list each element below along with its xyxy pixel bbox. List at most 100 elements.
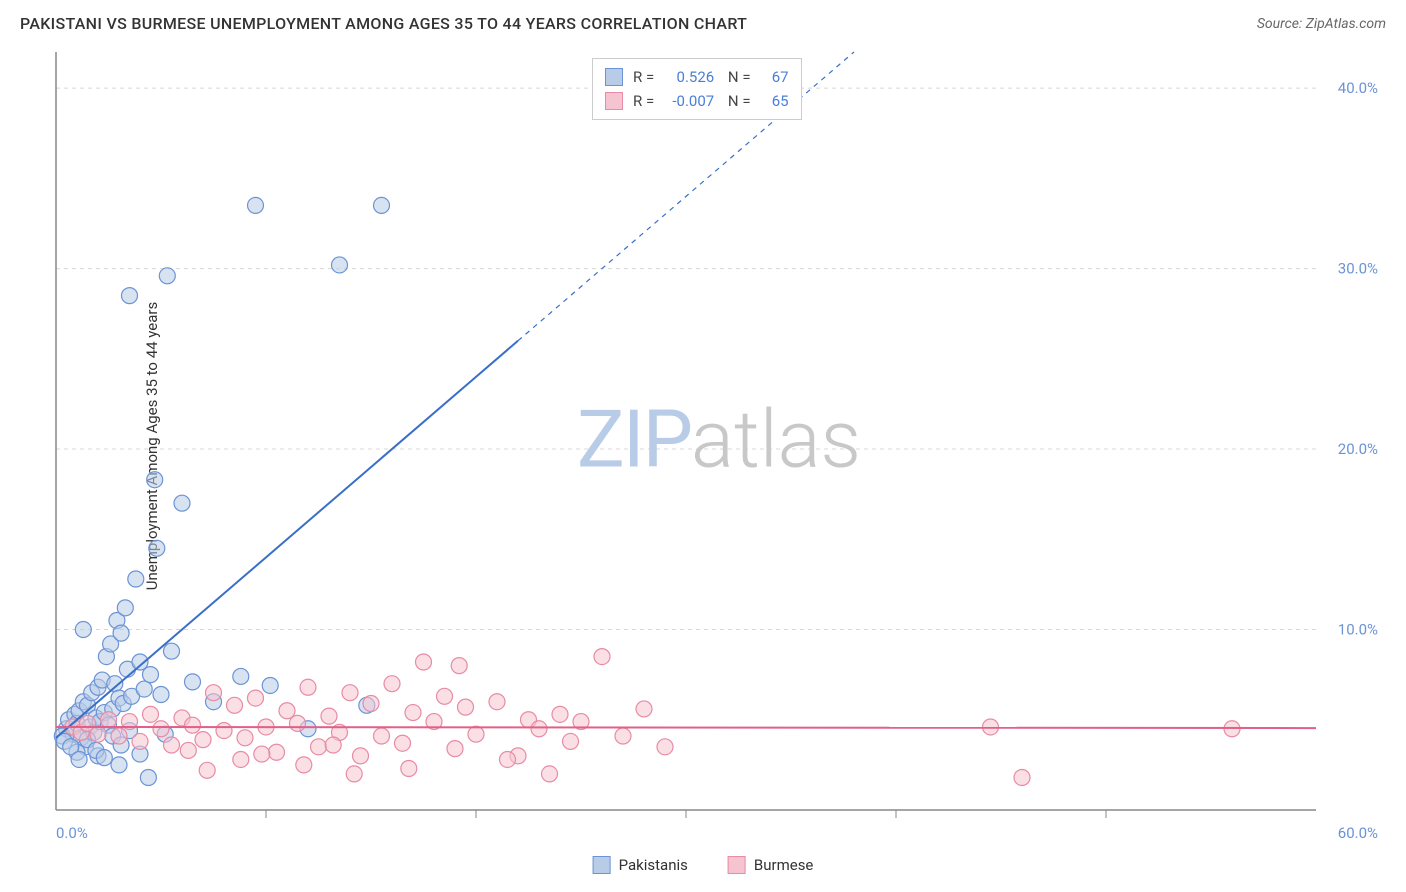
- x-tick-start: 0.0%: [56, 824, 88, 840]
- data-point: [437, 688, 453, 704]
- data-point: [132, 733, 148, 749]
- data-point: [164, 737, 180, 753]
- data-point: [594, 649, 610, 665]
- data-point: [153, 686, 169, 702]
- data-point: [342, 685, 358, 701]
- data-point: [233, 751, 249, 767]
- data-point: [311, 739, 327, 755]
- data-point: [384, 676, 400, 692]
- regression-line: [56, 341, 518, 738]
- data-point: [122, 288, 138, 304]
- n-label: N =: [724, 65, 750, 89]
- data-point: [147, 472, 163, 488]
- data-point: [296, 757, 312, 773]
- data-point: [363, 696, 379, 712]
- stats-row: R = 0.526 N = 67: [605, 65, 789, 89]
- data-point: [447, 741, 463, 757]
- data-point: [206, 685, 222, 701]
- data-point: [531, 721, 547, 737]
- data-point: [174, 495, 190, 511]
- data-point: [321, 708, 337, 724]
- data-point: [395, 735, 411, 751]
- legend-label: Pakistanis: [619, 856, 688, 874]
- data-point: [71, 751, 87, 767]
- data-point: [451, 658, 467, 674]
- data-point: [96, 750, 112, 766]
- source-attribution: Source: ZipAtlas.com: [1257, 16, 1386, 32]
- scatter-plot: 10.0% 20.0% 30.0% 40.0% 0.0% 60.0%: [52, 48, 1386, 840]
- data-point: [269, 744, 285, 760]
- data-point: [113, 625, 129, 641]
- y-tick-label: 10.0%: [1338, 621, 1378, 639]
- data-point: [374, 197, 390, 213]
- data-point: [149, 540, 165, 556]
- data-point: [248, 690, 264, 706]
- data-point: [262, 677, 278, 693]
- data-point: [199, 762, 215, 778]
- data-point: [563, 733, 579, 749]
- data-point: [227, 697, 243, 713]
- series-swatch: [593, 856, 611, 874]
- data-point: [185, 674, 201, 690]
- data-point: [468, 726, 484, 742]
- r-value: -0.007: [664, 89, 714, 113]
- data-point: [405, 705, 421, 721]
- data-point: [615, 728, 631, 744]
- data-point: [237, 730, 253, 746]
- legend-item: Burmese: [728, 856, 814, 874]
- chart-area: ZIPatlas 10.0%20.0%30.0%40.0%0.0%60.0% R…: [52, 48, 1386, 840]
- n-value: 65: [761, 89, 789, 113]
- data-point: [185, 717, 201, 733]
- regression-line: [56, 727, 1316, 728]
- data-point: [128, 571, 144, 587]
- r-label: R =: [633, 89, 654, 113]
- x-tick-end: 60.0%: [1338, 824, 1378, 840]
- data-point: [180, 742, 196, 758]
- data-point: [195, 732, 211, 748]
- y-tick-label: 40.0%: [1338, 79, 1378, 97]
- data-point: [233, 668, 249, 684]
- series-swatch: [605, 68, 623, 86]
- correlation-stats-box: R = 0.526 N = 67 R = -0.007 N = 65: [592, 58, 802, 120]
- data-point: [143, 667, 159, 683]
- r-value: 0.526: [664, 65, 714, 89]
- data-point: [90, 726, 106, 742]
- data-point: [75, 622, 91, 638]
- series-swatch: [605, 92, 623, 110]
- series-legend: Pakistanis Burmese: [593, 856, 814, 874]
- data-point: [143, 706, 159, 722]
- data-point: [346, 766, 362, 782]
- data-point: [542, 766, 558, 782]
- data-point: [153, 721, 169, 737]
- data-point: [416, 654, 432, 670]
- data-point: [300, 679, 316, 695]
- y-tick-label: 30.0%: [1338, 260, 1378, 278]
- data-point: [325, 737, 341, 753]
- data-point: [248, 197, 264, 213]
- data-point: [136, 681, 152, 697]
- r-label: R =: [633, 65, 654, 89]
- data-point: [374, 728, 390, 744]
- data-point: [500, 751, 516, 767]
- data-point: [332, 257, 348, 273]
- n-value: 67: [761, 65, 789, 89]
- data-point: [164, 643, 180, 659]
- data-point: [489, 694, 505, 710]
- data-point: [1014, 770, 1030, 786]
- n-label: N =: [724, 89, 750, 113]
- data-point: [552, 706, 568, 722]
- data-point: [159, 268, 175, 284]
- stats-row: R = -0.007 N = 65: [605, 89, 789, 113]
- data-point: [101, 712, 117, 728]
- data-point: [657, 739, 673, 755]
- data-point: [353, 748, 369, 764]
- data-point: [458, 699, 474, 715]
- legend-item: Pakistanis: [593, 856, 688, 874]
- y-tick-label: 20.0%: [1338, 440, 1378, 458]
- data-point: [111, 728, 127, 744]
- data-point: [111, 757, 127, 773]
- data-point: [636, 701, 652, 717]
- data-point: [401, 760, 417, 776]
- data-point: [140, 770, 156, 786]
- legend-label: Burmese: [754, 856, 814, 874]
